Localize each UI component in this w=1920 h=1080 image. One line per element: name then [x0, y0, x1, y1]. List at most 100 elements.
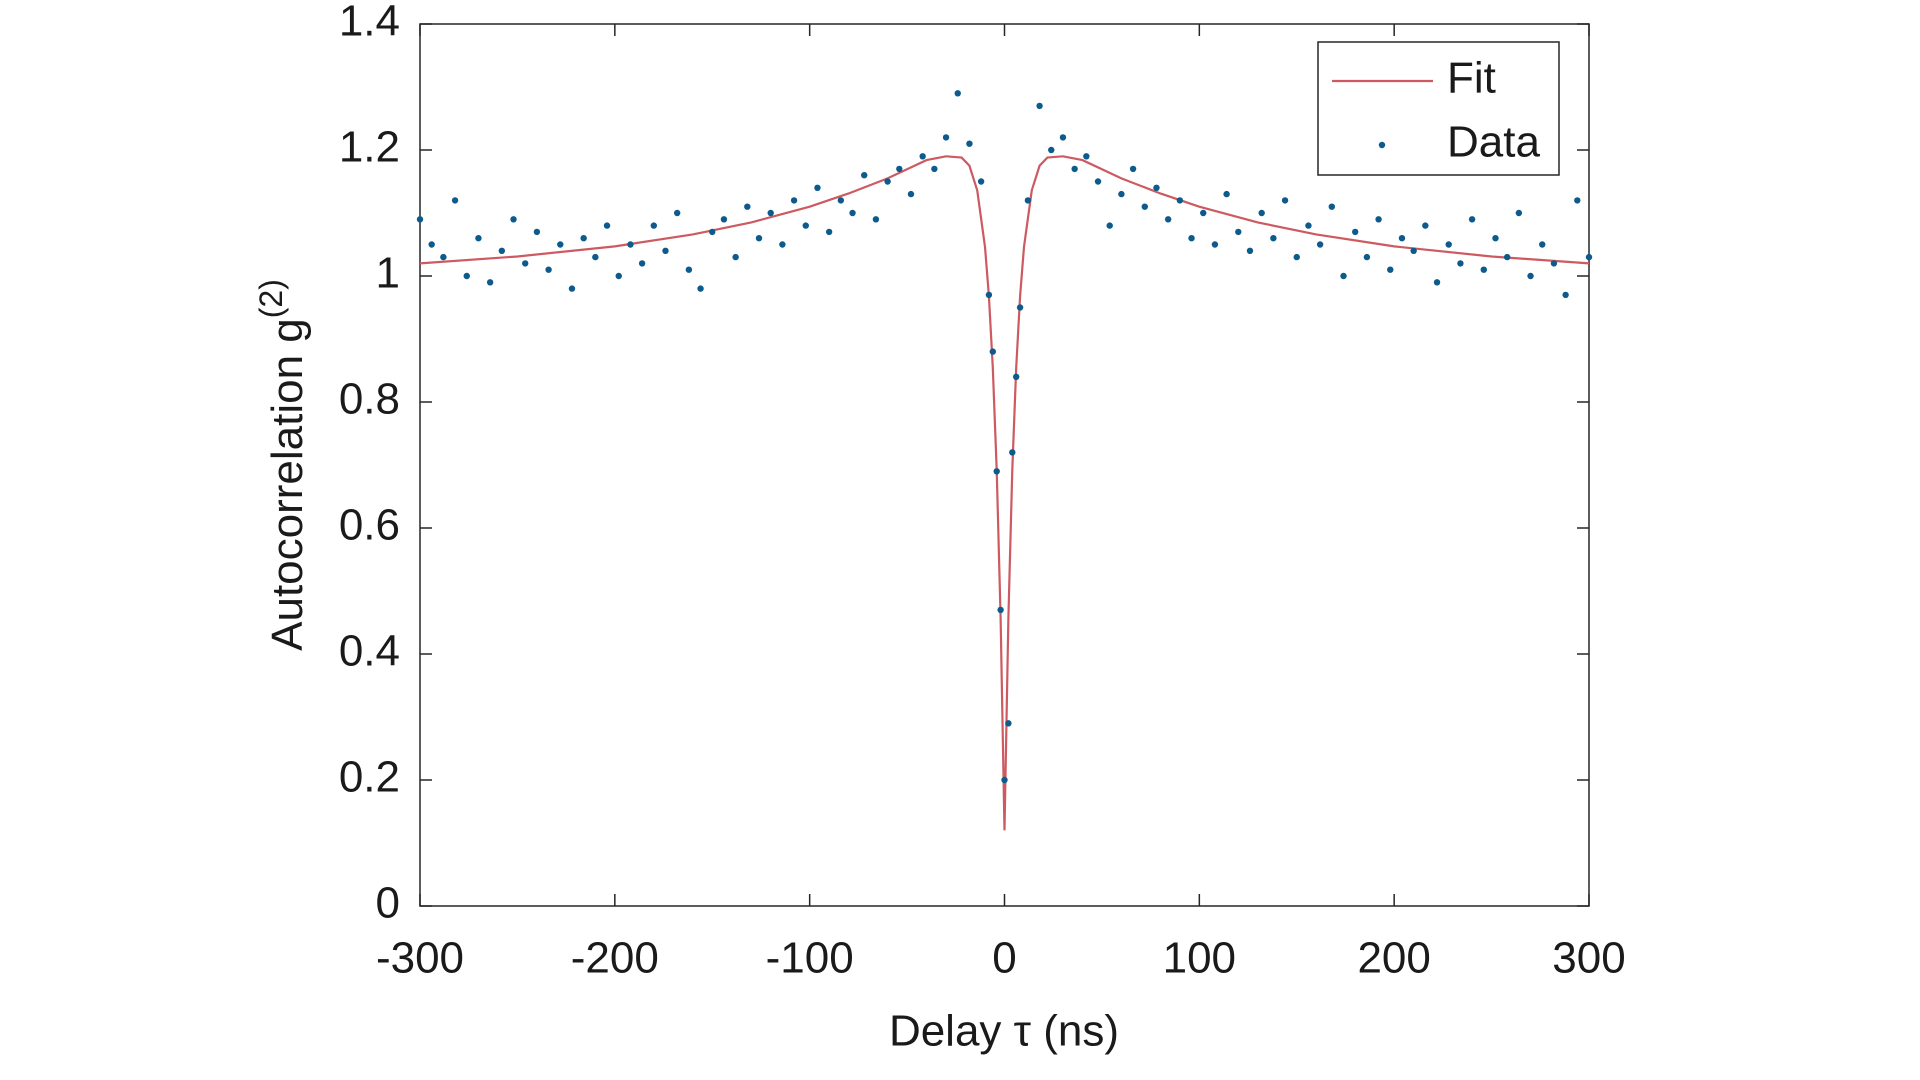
data-point [1305, 222, 1312, 229]
data-point [557, 241, 564, 248]
data-point [1270, 235, 1277, 242]
data-point [1480, 266, 1487, 273]
data-point [1316, 241, 1324, 248]
data-point [486, 279, 494, 286]
data-point [814, 184, 821, 191]
x-axis-label: Delay τ (ns) [889, 1007, 1119, 1056]
data-point [931, 165, 938, 173]
data-point [1398, 235, 1406, 242]
data-point [802, 222, 809, 229]
data-point [1188, 235, 1195, 242]
data-point [498, 247, 506, 254]
data-point [1200, 209, 1207, 217]
data-point [1515, 209, 1523, 217]
data-point [1457, 260, 1464, 267]
data-point [1012, 373, 1020, 380]
data-point [942, 134, 950, 141]
data-point [1340, 272, 1347, 280]
data-point [1071, 165, 1078, 173]
data-point [1024, 197, 1032, 204]
data-point [510, 216, 517, 223]
x-tick-label: -200 [571, 934, 659, 983]
y-tick-label: 0.4 [339, 627, 400, 676]
data-point [1363, 253, 1371, 261]
data-point [997, 606, 1004, 614]
y-axis-label: Autocorrelation g(2) [253, 279, 311, 651]
legend-label: Fit [1447, 54, 1496, 103]
data-point [416, 216, 424, 223]
data-point [638, 260, 646, 267]
data-point [1048, 146, 1055, 154]
data-point [475, 235, 482, 242]
data-point [592, 253, 599, 261]
y-tick-label: 0 [376, 879, 400, 928]
data-point [825, 228, 833, 236]
data-point [440, 253, 447, 261]
data-point [1211, 241, 1219, 248]
data-point [545, 266, 552, 273]
data-point [1328, 203, 1336, 210]
data-point [603, 222, 611, 229]
data-point [744, 203, 751, 210]
data-point [989, 348, 997, 355]
data-point [1574, 197, 1581, 204]
data-point [650, 222, 657, 229]
data-point [1164, 216, 1172, 223]
data-point [1293, 253, 1300, 261]
data-point [1235, 228, 1242, 236]
x-tick-label: 0 [992, 934, 1016, 983]
data-point [568, 285, 576, 292]
x-tick-label: 300 [1552, 934, 1625, 983]
y-tick-label: 1.2 [339, 123, 400, 172]
data-point [1445, 241, 1452, 248]
legend-label: Data [1447, 118, 1540, 167]
data-point [1433, 279, 1441, 286]
data-point [1468, 216, 1476, 223]
data-point [1281, 197, 1289, 204]
data-point [1106, 222, 1113, 229]
data-point [1016, 304, 1024, 311]
data-point [837, 197, 845, 204]
data-point [1422, 222, 1429, 229]
y-tick-label: 0.6 [339, 501, 400, 550]
data-point [673, 209, 681, 217]
data-point [1246, 247, 1254, 254]
data-point [732, 253, 739, 261]
data-point [580, 235, 587, 242]
data-point [884, 178, 891, 185]
y-axis-label-superscript: (2) [253, 279, 289, 318]
data-point [627, 241, 634, 248]
data-point [907, 190, 915, 198]
data-point [1005, 720, 1012, 727]
legend-swatch-dot [1378, 141, 1386, 149]
data-point [662, 247, 669, 254]
data-point [849, 209, 856, 217]
data-point [428, 241, 435, 248]
data-point [954, 90, 961, 97]
data-point [1083, 153, 1090, 160]
data-point [861, 172, 868, 179]
data-point [1223, 190, 1230, 198]
data-point [1036, 102, 1043, 110]
data-point [977, 178, 985, 185]
data-point [451, 197, 459, 204]
data-point [1492, 235, 1499, 242]
data-point [1141, 203, 1148, 210]
data-point [533, 228, 541, 236]
y-tick-label: 0.2 [339, 753, 400, 802]
y-axis-label-text: Autocorrelation g [263, 318, 312, 651]
data-point [1258, 209, 1265, 217]
data-point [1176, 197, 1184, 204]
data-point [1539, 241, 1546, 248]
data-point [993, 468, 1000, 475]
data-point [1009, 449, 1016, 456]
data-point [720, 216, 728, 223]
data-point [1410, 247, 1417, 254]
data-point [755, 235, 763, 242]
data-point [1001, 776, 1008, 784]
data-point [790, 197, 798, 204]
data-point [615, 272, 622, 280]
data-point [1352, 228, 1359, 236]
x-tick-label: 100 [1163, 934, 1236, 983]
